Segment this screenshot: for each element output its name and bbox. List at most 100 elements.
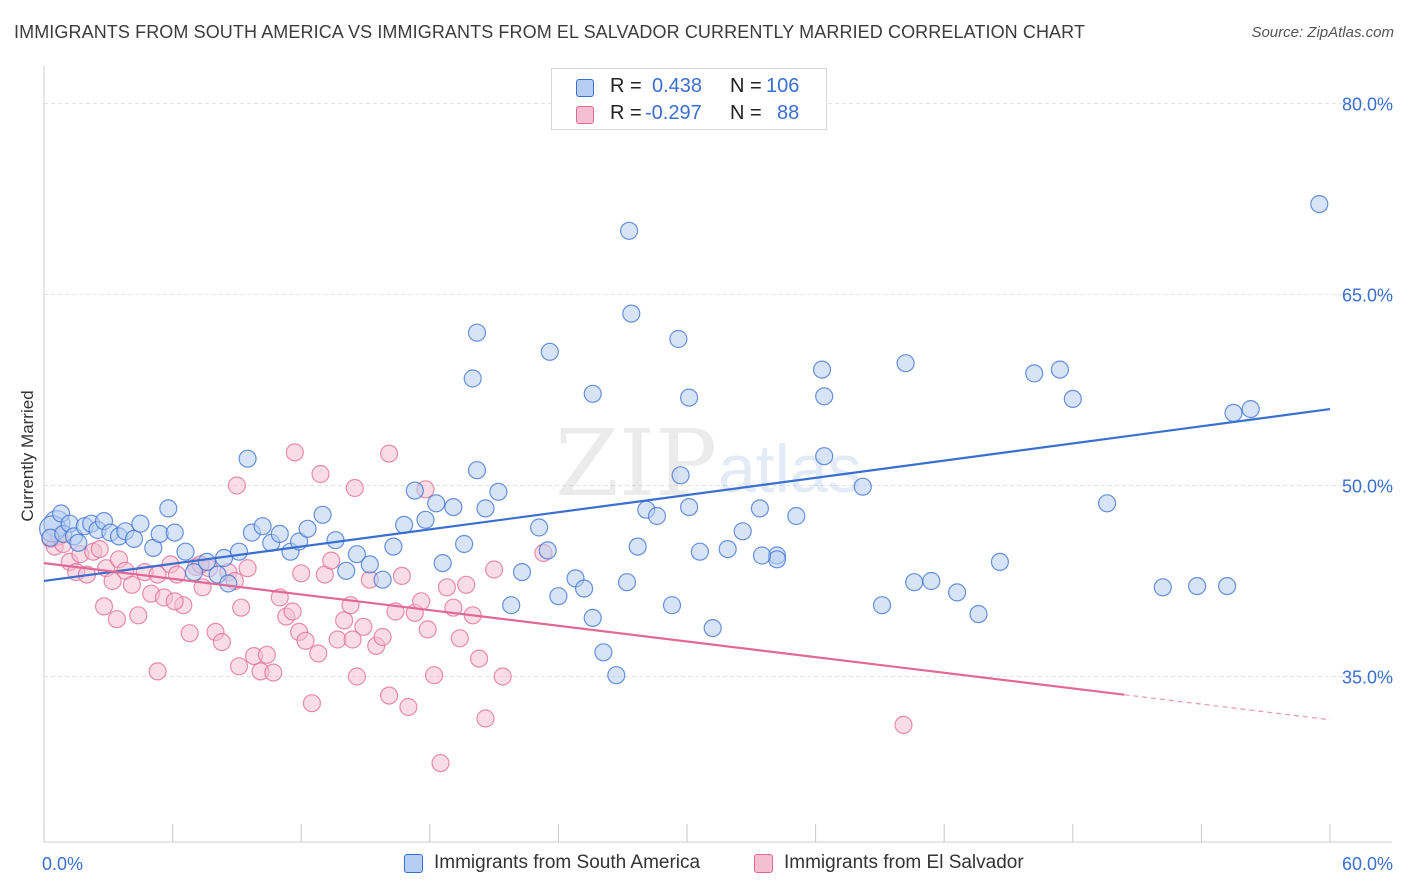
point-el-salvador xyxy=(380,444,399,463)
point-south-america xyxy=(662,596,682,615)
stats-r-label: R = xyxy=(610,75,642,97)
point-south-america xyxy=(647,506,667,526)
point-south-america xyxy=(444,498,463,517)
point-south-america xyxy=(540,342,559,361)
point-el-salvador xyxy=(392,566,411,586)
point-el-salvador xyxy=(129,606,148,625)
point-el-salvador xyxy=(347,667,366,686)
watermark: ZIP atlas xyxy=(555,410,862,517)
point-el-salvador xyxy=(457,575,476,594)
y-tick-label: 35.0% xyxy=(1342,667,1393,687)
point-south-america xyxy=(1153,578,1172,597)
point-south-america xyxy=(1224,403,1243,422)
point-south-america xyxy=(347,545,366,564)
point-south-america xyxy=(219,574,238,593)
point-south-america xyxy=(990,552,1010,572)
point-south-america xyxy=(1050,360,1070,379)
point-south-america xyxy=(131,514,150,533)
point-el-salvador xyxy=(437,578,456,597)
point-south-america xyxy=(395,515,414,535)
point-south-america xyxy=(416,510,435,529)
trend-line-extension xyxy=(1124,694,1331,721)
point-south-america xyxy=(337,561,356,580)
point-south-america xyxy=(150,524,169,544)
point-south-america xyxy=(1241,400,1260,419)
point-el-salvador xyxy=(476,709,495,728)
point-south-america xyxy=(1217,576,1237,596)
point-south-america xyxy=(529,518,549,537)
point-south-america xyxy=(427,494,446,513)
point-el-salvador xyxy=(238,559,257,578)
point-el-salvador xyxy=(292,564,311,583)
point-el-salvador xyxy=(345,478,364,498)
point-south-america xyxy=(467,323,487,342)
point-el-salvador xyxy=(148,662,167,681)
point-south-america xyxy=(1025,364,1044,383)
point-south-america xyxy=(750,499,770,518)
point-el-salvador xyxy=(485,560,504,579)
point-south-america xyxy=(313,505,332,524)
point-south-america xyxy=(124,529,144,549)
point-el-salvador xyxy=(431,753,450,773)
point-south-america xyxy=(583,608,602,628)
stats-r-value: 0.438 xyxy=(652,75,703,97)
point-south-america xyxy=(733,522,752,541)
point-south-america xyxy=(502,596,521,615)
point-el-salvador xyxy=(285,443,304,462)
point-el-salvador xyxy=(296,631,315,650)
point-el-salvador xyxy=(470,649,489,668)
stats-n-label: N = xyxy=(730,102,762,124)
point-south-america xyxy=(787,506,806,526)
point-el-salvador xyxy=(264,663,283,682)
stats-box: R = 0.438 N = 106 R = -0.297 N = 88 xyxy=(551,68,827,130)
point-south-america xyxy=(1187,576,1207,596)
point-south-america xyxy=(165,523,184,542)
point-south-america xyxy=(463,369,482,388)
point-south-america xyxy=(229,542,249,561)
point-south-america xyxy=(538,541,557,560)
point-el-salvador xyxy=(165,592,184,611)
point-south-america xyxy=(872,596,892,615)
point-south-america xyxy=(896,354,915,373)
stats-n-label: N = xyxy=(730,75,762,97)
point-south-america xyxy=(679,498,699,517)
point-south-america xyxy=(617,573,637,592)
point-el-salvador xyxy=(302,694,321,713)
point-el-salvador xyxy=(229,657,249,676)
point-el-salvador xyxy=(894,715,913,735)
point-south-america xyxy=(405,481,424,500)
point-el-salvador xyxy=(232,598,251,617)
point-el-salvador xyxy=(107,610,127,629)
y-tick-label: 65.0% xyxy=(1342,285,1393,305)
point-south-america xyxy=(1097,494,1117,513)
point-south-america xyxy=(669,329,688,349)
point-south-america xyxy=(238,449,257,468)
x-tick-label: 0.0% xyxy=(42,854,83,874)
point-south-america xyxy=(476,499,495,518)
tick-labels: 35.0% 50.0% 65.0% 80.0% 0.0% 60.0% xyxy=(42,94,1393,874)
chart-source: Source: ZipAtlas.com xyxy=(1251,24,1394,41)
stats-row-el-salvador: R = -0.297 N = 88 xyxy=(552,102,828,130)
point-south-america xyxy=(752,546,772,565)
point-south-america xyxy=(270,524,289,544)
point-south-america xyxy=(969,604,988,624)
point-el-salvador xyxy=(418,620,437,639)
point-south-america xyxy=(512,562,532,582)
stats-swatch-pink xyxy=(576,106,594,124)
point-south-america xyxy=(628,537,647,556)
trend-lines xyxy=(43,407,1331,721)
point-south-america xyxy=(455,534,474,554)
point-el-salvador xyxy=(380,686,399,705)
point-el-salvador xyxy=(90,539,109,559)
point-el-salvador xyxy=(322,551,341,570)
stats-n-value: 106 xyxy=(766,75,800,97)
point-el-salvador xyxy=(309,644,328,663)
point-south-america xyxy=(767,550,787,569)
point-el-salvador xyxy=(212,632,231,652)
point-el-salvador xyxy=(493,667,512,686)
stats-r-label: R = xyxy=(610,102,642,124)
point-south-america xyxy=(384,537,403,556)
legend-swatch-pink xyxy=(754,854,773,873)
point-el-salvador xyxy=(354,617,373,636)
point-south-america xyxy=(489,482,508,501)
